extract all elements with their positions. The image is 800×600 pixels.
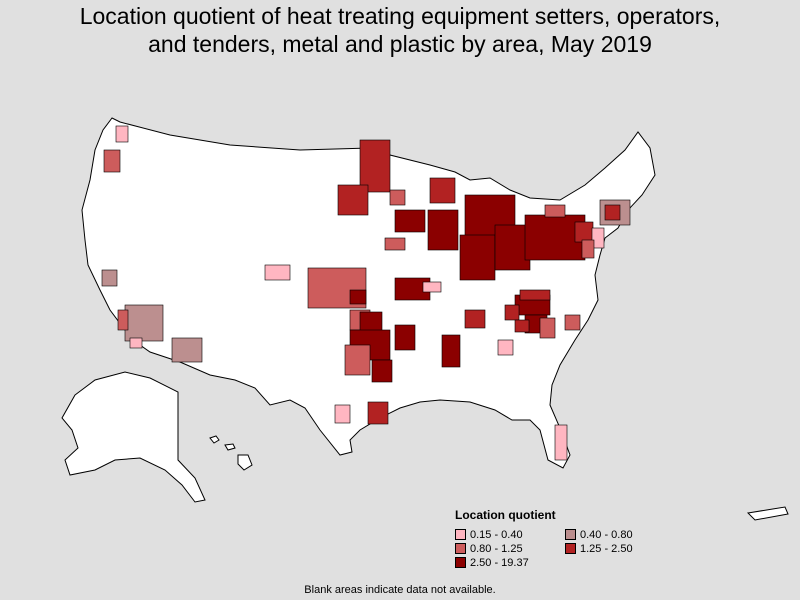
area-phoenix-az	[171, 337, 203, 363]
puerto-rico-outline	[746, 506, 789, 521]
area-pennsylvania-east	[574, 221, 594, 243]
legend-swatch-darkred	[455, 557, 466, 568]
legend-swatch-indianred	[455, 543, 466, 554]
legend-item-0-40-0-80: 0.40 - 0.80	[565, 528, 675, 541]
area-southern-ca	[117, 309, 129, 331]
legend-item-2-50-19-37: 2.50 - 19.37	[455, 556, 565, 569]
legend-item-1-25-2-50: 1.25 - 2.50	[565, 542, 675, 555]
area-wisconsin-south	[394, 209, 426, 233]
area-wichita-ks	[349, 289, 367, 305]
area-florida	[554, 424, 568, 461]
area-arkansas	[394, 324, 416, 351]
area-texas-east	[371, 359, 393, 383]
legend-swatch-rosybrown	[565, 529, 576, 540]
area-denver-co	[264, 264, 291, 281]
area-south-carolina	[514, 319, 530, 333]
area-tennessee	[464, 309, 486, 329]
area-portland-or	[103, 149, 121, 173]
area-kentucky-east	[504, 304, 520, 321]
area-ohio	[494, 224, 531, 271]
area-texas-dallas	[344, 344, 371, 376]
legend-label: 0.40 - 0.80	[580, 528, 633, 541]
legend-title: Location quotient	[455, 508, 556, 522]
hawaii-island-2	[224, 443, 236, 451]
footnote: Blank areas indicate data not available.	[304, 584, 496, 596]
map-title: Location quotient of heat treating equip…	[0, 2, 800, 58]
area-wisconsin-north	[429, 177, 456, 204]
area-western-washington	[115, 125, 129, 143]
area-north-carolina	[564, 314, 581, 331]
map-legend: Location quotient 0.15 - 0.40 0.40 - 0.8…	[455, 508, 685, 569]
area-new-york	[544, 204, 566, 218]
hawaii-island-3	[237, 454, 253, 471]
legend-item-0-15-0-40: 0.15 - 0.40	[455, 528, 565, 541]
shaded-areas	[101, 125, 631, 461]
title-line-2: and tenders, metal and plastic by area, …	[148, 31, 652, 57]
area-mississippi	[441, 334, 461, 368]
area-illinois-chicago	[427, 209, 459, 251]
legend-label: 0.80 - 1.25	[470, 542, 523, 555]
legend-label: 2.50 - 19.37	[470, 556, 529, 569]
area-iowa	[384, 237, 406, 251]
hawaii-island-1	[209, 435, 220, 444]
area-new-jersey	[591, 227, 605, 249]
legend-swatch-pink	[455, 529, 466, 540]
area-georgia	[497, 339, 514, 356]
area-minnesota-east	[389, 189, 406, 206]
area-indiana	[459, 234, 496, 281]
legend-label: 1.25 - 2.50	[580, 542, 633, 555]
area-virginia	[539, 317, 556, 339]
legend-item-0-80-1-25: 0.80 - 1.25	[455, 542, 565, 555]
area-bay-area-ca	[101, 269, 118, 287]
area-houston-tx	[367, 401, 389, 425]
legend-swatch-firebrick	[565, 543, 576, 554]
area-maryland	[581, 239, 595, 259]
area-massachusetts	[604, 204, 621, 221]
area-missouri-east	[422, 281, 442, 293]
area-san-diego-ca	[129, 337, 143, 349]
area-los-angeles-ca	[124, 304, 164, 342]
area-minnesota-north	[359, 139, 391, 193]
area-west-virginia	[519, 289, 551, 301]
title-line-1: Location quotient of heat treating equip…	[79, 3, 721, 29]
area-austin-tx	[334, 404, 351, 424]
area-minnesota-central	[337, 184, 369, 216]
legend-label: 0.15 - 0.40	[470, 528, 523, 541]
alaska-outline	[61, 371, 206, 503]
